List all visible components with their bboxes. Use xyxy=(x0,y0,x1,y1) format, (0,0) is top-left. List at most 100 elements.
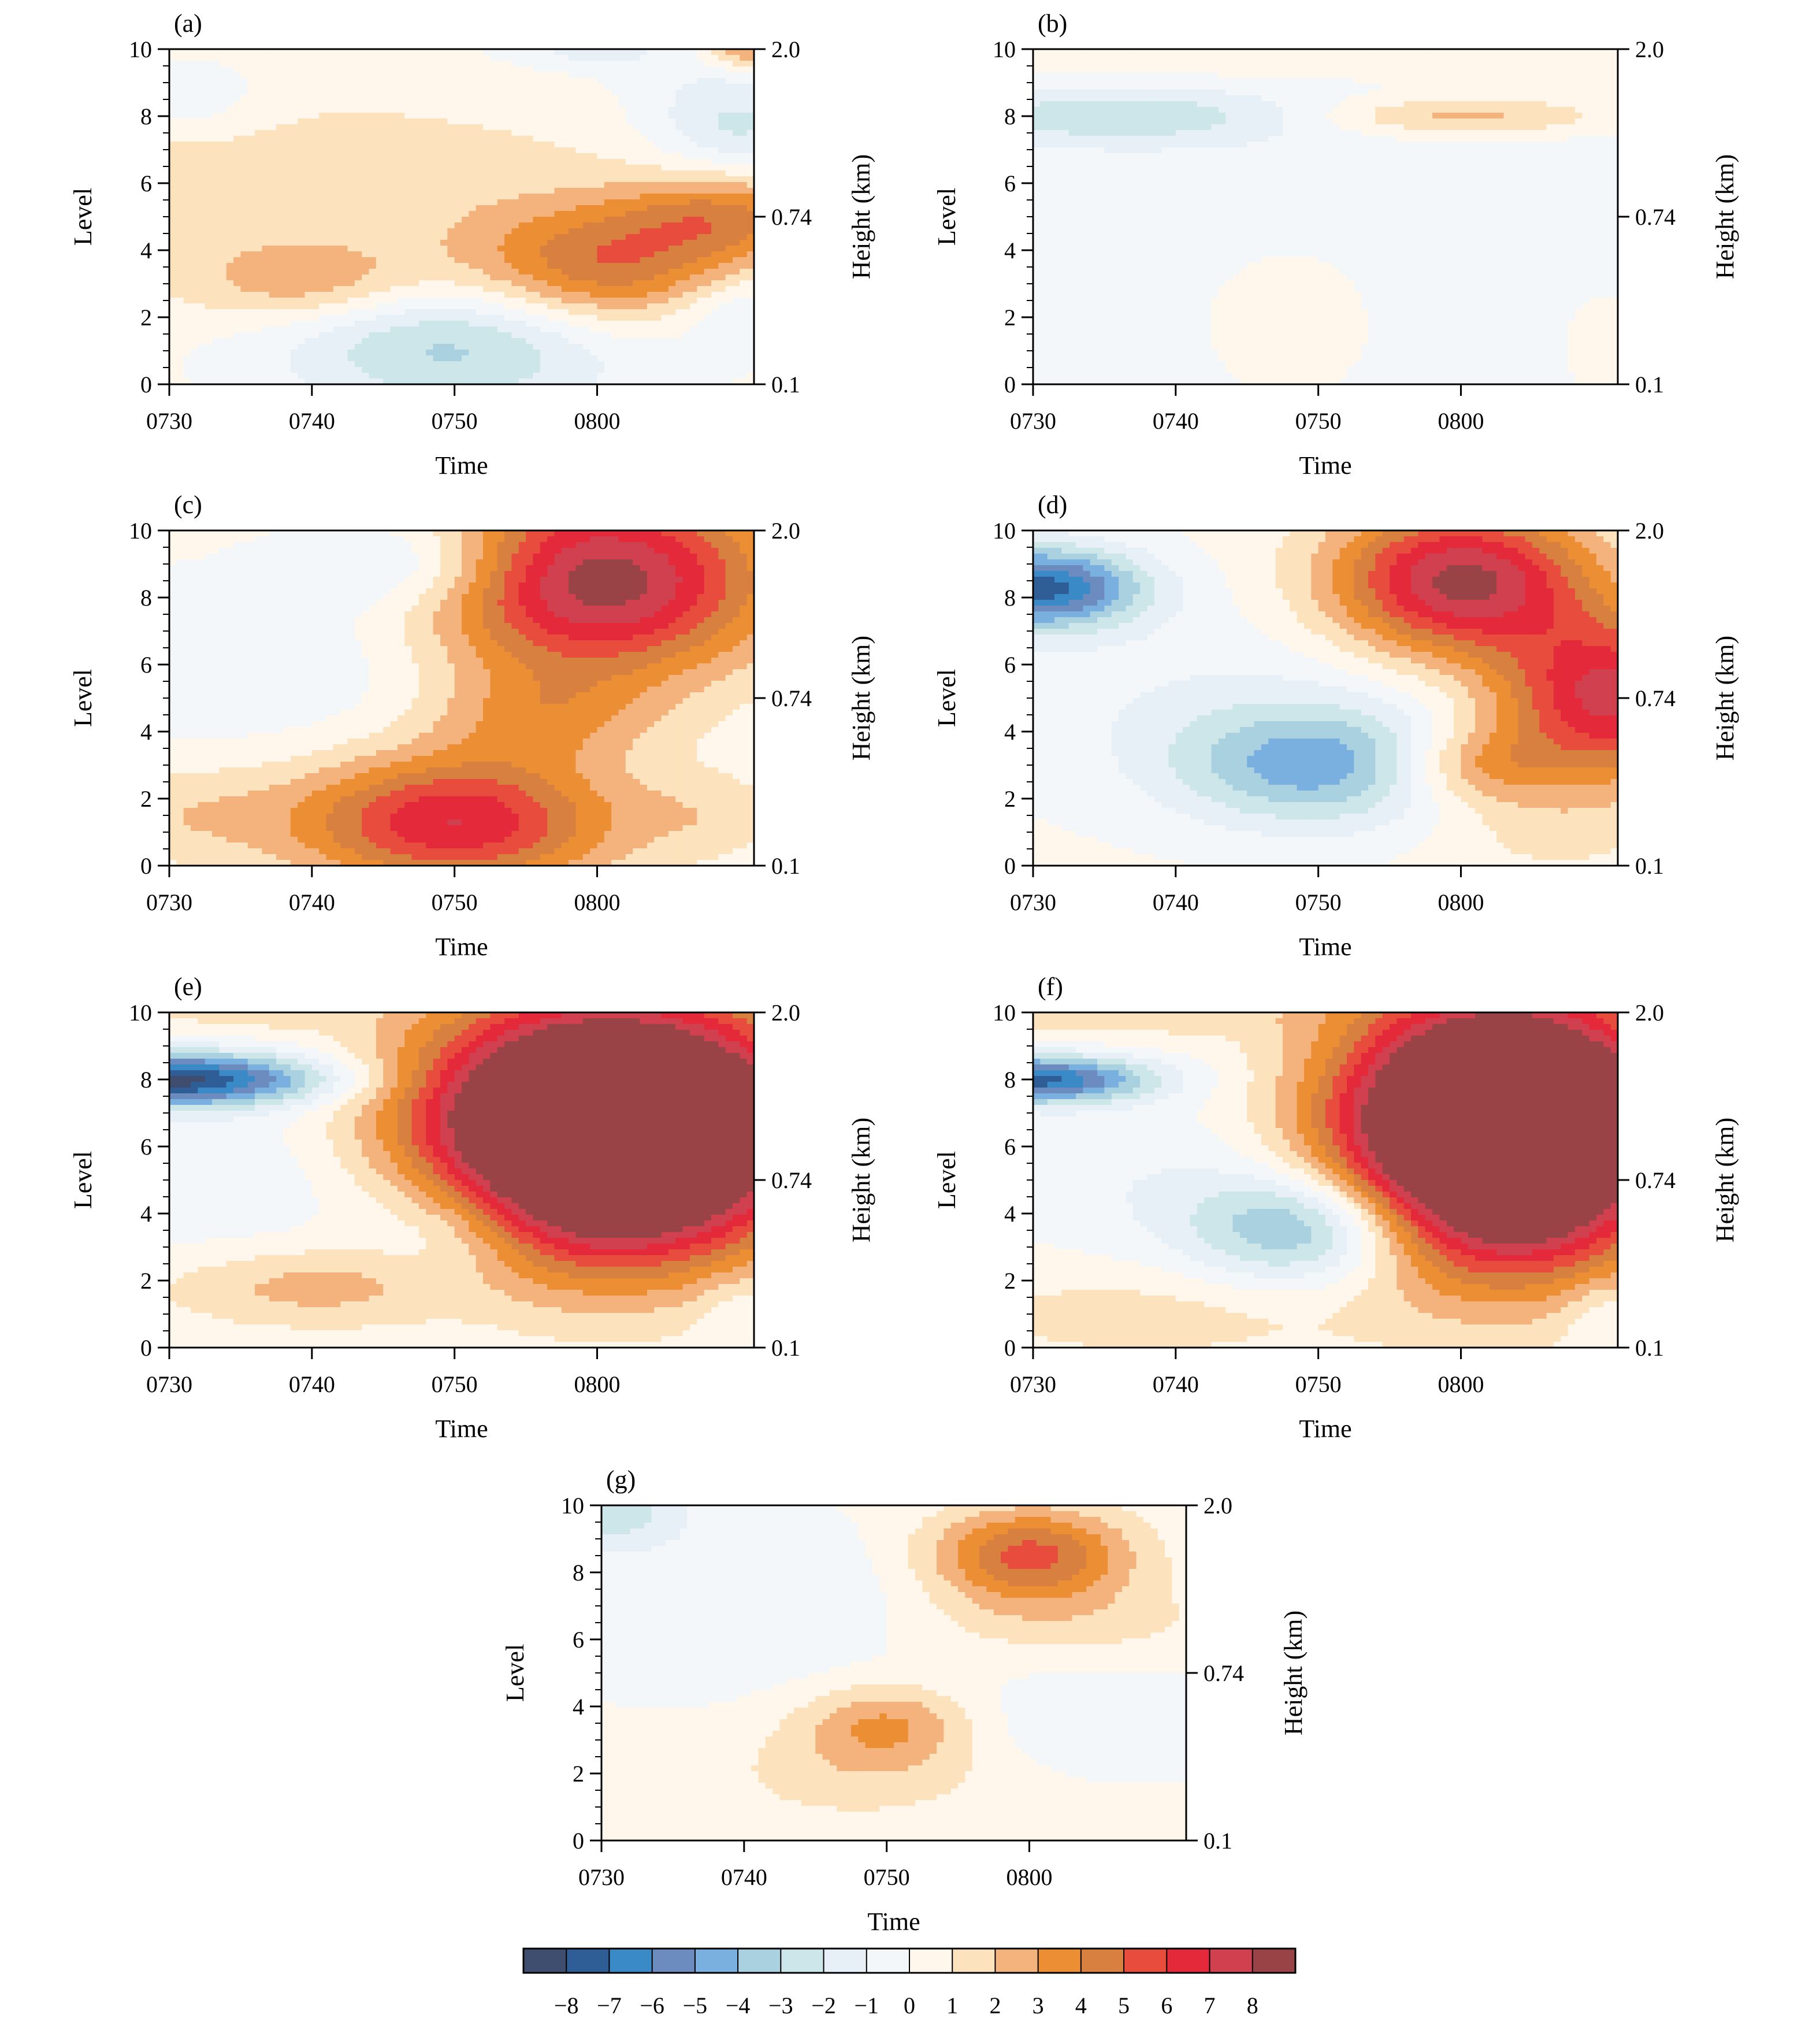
contour-cell xyxy=(176,170,184,177)
contour-cell xyxy=(690,84,697,90)
contour-cell xyxy=(240,78,248,84)
contour-cell xyxy=(205,90,213,96)
contour-cell xyxy=(233,326,241,333)
contour-cell xyxy=(455,251,462,258)
contour-cell xyxy=(619,176,626,183)
contour-cell xyxy=(319,286,326,292)
contour-cell xyxy=(383,292,391,298)
contour-cell xyxy=(562,78,569,84)
contour-cell xyxy=(668,72,676,79)
contour-cell xyxy=(462,78,469,84)
contour-cell xyxy=(455,228,462,235)
contour-cell xyxy=(526,332,533,339)
contour-cell xyxy=(611,194,619,200)
contour-cell xyxy=(611,90,619,96)
contour-cell xyxy=(590,84,597,90)
contour-cell xyxy=(233,182,241,188)
contour-cell xyxy=(383,165,391,171)
contour-cell xyxy=(326,49,334,55)
contour-cell xyxy=(604,113,612,119)
contour-cell xyxy=(597,217,604,223)
contour-cell xyxy=(391,234,398,240)
contour-cell xyxy=(440,72,448,79)
contour-cell xyxy=(369,326,377,333)
contour-cell xyxy=(647,222,655,229)
contour-cell xyxy=(604,147,612,154)
contour-cell xyxy=(404,170,412,177)
contour-cell xyxy=(333,78,341,84)
contour-cell xyxy=(404,142,412,148)
contour-cell xyxy=(697,165,704,171)
contour-cell xyxy=(469,309,476,316)
contour-cell xyxy=(340,321,348,327)
contour-cell xyxy=(597,118,604,125)
contour-cell xyxy=(554,165,562,171)
contour-cell xyxy=(304,205,312,211)
contour-cell xyxy=(319,55,326,61)
contour-cell xyxy=(583,142,590,148)
contour-cell xyxy=(426,263,433,269)
contour-cell xyxy=(647,165,655,171)
contour-cell xyxy=(348,292,355,298)
contour-cell xyxy=(426,298,433,304)
contour-cell xyxy=(369,315,377,321)
contour-cell xyxy=(740,269,747,275)
contour-cell xyxy=(219,240,226,246)
contour-cell xyxy=(697,257,704,264)
contour-cell xyxy=(191,321,198,327)
contour-cell xyxy=(626,90,633,96)
contour-cell xyxy=(169,211,177,217)
contour-cell xyxy=(312,66,320,73)
contour-cell xyxy=(447,66,455,73)
contour-cell xyxy=(647,332,655,339)
contour-cell xyxy=(412,257,419,264)
contour-cell xyxy=(662,199,669,206)
contour-cell xyxy=(675,205,683,211)
contour-cell xyxy=(455,95,462,102)
contour-cell xyxy=(511,315,519,321)
contour-cell xyxy=(369,199,377,206)
contour-cell xyxy=(562,124,569,131)
contour-cell xyxy=(547,101,555,107)
contour-cell xyxy=(447,170,455,177)
contour-cell xyxy=(726,136,733,142)
contour-cell xyxy=(169,194,177,200)
contour-cell xyxy=(276,55,284,61)
contour-cell xyxy=(269,228,277,235)
contour-cell xyxy=(483,49,491,55)
contour-cell xyxy=(718,217,726,223)
contour-cell xyxy=(383,251,391,258)
contour-cell xyxy=(640,292,648,298)
contour-cell xyxy=(540,199,548,206)
contour-cell xyxy=(526,170,533,177)
contour-cell xyxy=(355,246,362,252)
contour-cell xyxy=(455,159,462,165)
contour-cell xyxy=(326,257,334,264)
contour-cell xyxy=(212,170,220,177)
contour-cell xyxy=(704,118,712,125)
contour-cell xyxy=(562,298,569,304)
contour-cell xyxy=(248,188,255,194)
contour-cell xyxy=(476,257,484,264)
contour-cell xyxy=(298,205,305,211)
contour-cell xyxy=(668,90,676,96)
contour-cell xyxy=(675,182,683,188)
contour-cell xyxy=(240,326,248,333)
contour-cell xyxy=(240,222,248,229)
contour-cell xyxy=(504,298,512,304)
contour-cell xyxy=(262,107,269,113)
contour-cell xyxy=(462,61,469,67)
contour-cell xyxy=(662,228,669,235)
contour-cell xyxy=(369,142,377,148)
contour-cell xyxy=(455,240,462,246)
contour-cell xyxy=(248,78,255,84)
contour-cell xyxy=(205,217,213,223)
contour-cell xyxy=(626,286,633,292)
contour-cell xyxy=(240,90,248,96)
contour-cell xyxy=(619,153,626,159)
contour-cell xyxy=(176,280,184,287)
contour-cell xyxy=(355,217,362,223)
contour-cell xyxy=(312,240,320,246)
contour-cell xyxy=(333,211,341,217)
contour-cell xyxy=(212,303,220,310)
